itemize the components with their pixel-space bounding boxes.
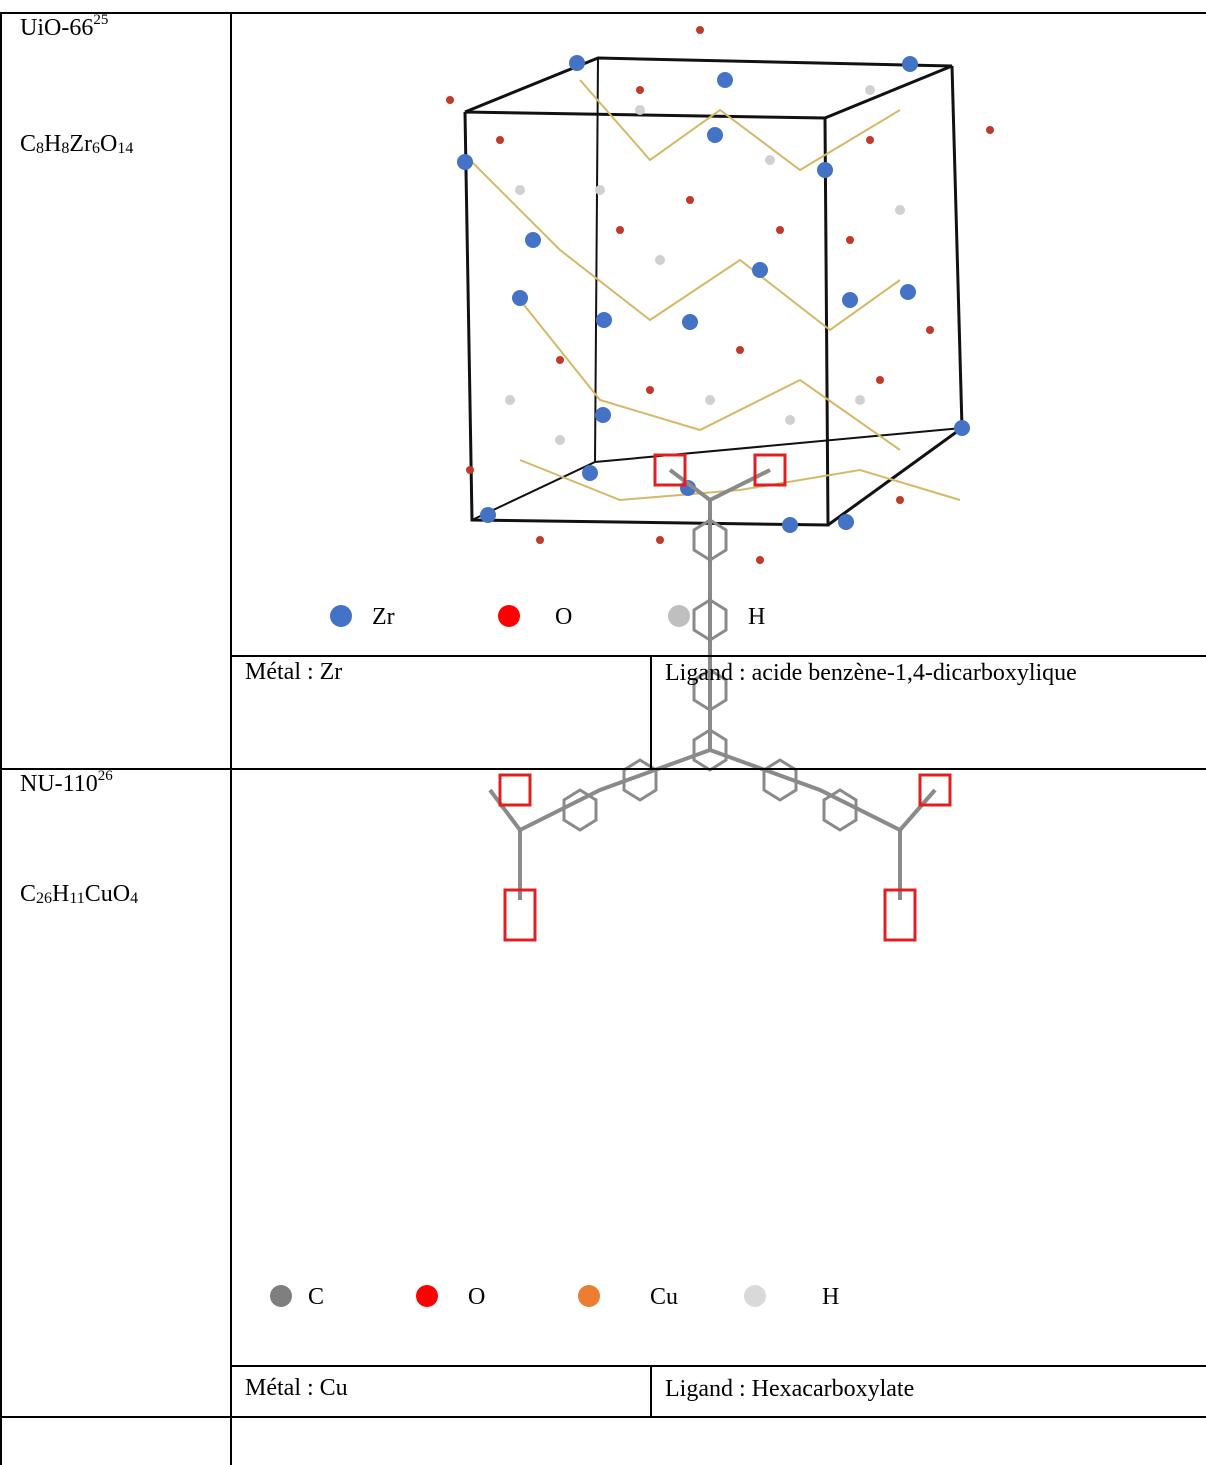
- legend-dot: [578, 1285, 600, 1307]
- reference: 26: [97, 768, 113, 784]
- formula-subscript: 14: [117, 140, 134, 157]
- formula-subscript: 8: [61, 140, 70, 157]
- legend-label: H: [748, 604, 766, 630]
- name-text: UiO-66: [20, 15, 94, 41]
- formula-subscript: 26: [36, 890, 53, 907]
- name-text: NU-110: [20, 771, 98, 797]
- metal: Métal : Cu: [245, 1375, 348, 1401]
- formula-element: H: [44, 131, 62, 157]
- legend-dot: [330, 605, 352, 627]
- legend-dot: [498, 605, 520, 627]
- formula: C8H8Zr6O14: [20, 130, 133, 158]
- formula-element: O: [100, 131, 118, 157]
- formula-element: O: [112, 881, 131, 907]
- formula: C26H11CuO4: [20, 880, 138, 908]
- legend-dot: [416, 1285, 438, 1307]
- table-border: [230, 12, 232, 1465]
- reference: 25: [93, 12, 109, 28]
- legend-label: C: [308, 1284, 325, 1310]
- legend-dot: [744, 1285, 766, 1307]
- table-border: [650, 1365, 652, 1416]
- formula-element: Zr: [69, 131, 93, 157]
- formula-subscript: 6: [92, 140, 101, 157]
- metal: Métal : Zr: [245, 659, 343, 685]
- nu110-structure: [488, 453, 952, 942]
- formula-element: H: [52, 881, 70, 907]
- table-border: [230, 655, 1206, 657]
- legend-label: O: [468, 1284, 486, 1310]
- legend-dot: [270, 1285, 292, 1307]
- formula-element: C: [20, 131, 37, 157]
- formula-subscript: 8: [36, 140, 45, 157]
- legend-label: O: [555, 604, 573, 630]
- formula-element: Cu: [84, 881, 113, 907]
- table-border: [650, 655, 652, 768]
- legend-label: Zr: [372, 604, 395, 630]
- table-border: [0, 12, 2, 1465]
- formula-subscript: 11: [69, 890, 85, 907]
- ligand: Ligand : Hexacarboxylate: [665, 1376, 915, 1402]
- table-border: [0, 1416, 1206, 1418]
- formula-subscript: 4: [130, 890, 139, 907]
- table-border: [230, 1365, 1206, 1367]
- legend-label: Cu: [650, 1284, 679, 1310]
- table-border: [0, 12, 1206, 14]
- structure-name: NU-11026: [20, 768, 113, 798]
- legend-dot: [668, 605, 690, 627]
- structure-name: UiO-6625: [20, 12, 109, 42]
- ligand: Ligand : acide benzène-1,4-dicarboxyliqu…: [665, 660, 1077, 686]
- formula-element: C: [20, 881, 37, 907]
- table-border: [0, 768, 1206, 770]
- legend-label: H: [822, 1284, 840, 1310]
- uio66-structure: [446, 26, 994, 564]
